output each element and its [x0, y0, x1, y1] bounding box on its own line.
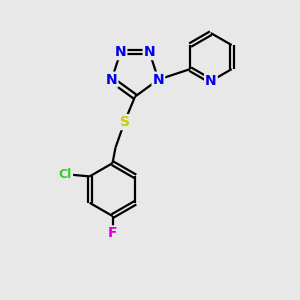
Text: N: N	[205, 74, 217, 88]
Text: N: N	[115, 45, 126, 59]
Text: Cl: Cl	[58, 168, 72, 182]
Text: S: S	[119, 115, 130, 129]
Text: N: N	[153, 73, 164, 87]
Text: N: N	[106, 73, 117, 87]
Text: N: N	[144, 45, 155, 59]
Text: F: F	[108, 226, 117, 240]
